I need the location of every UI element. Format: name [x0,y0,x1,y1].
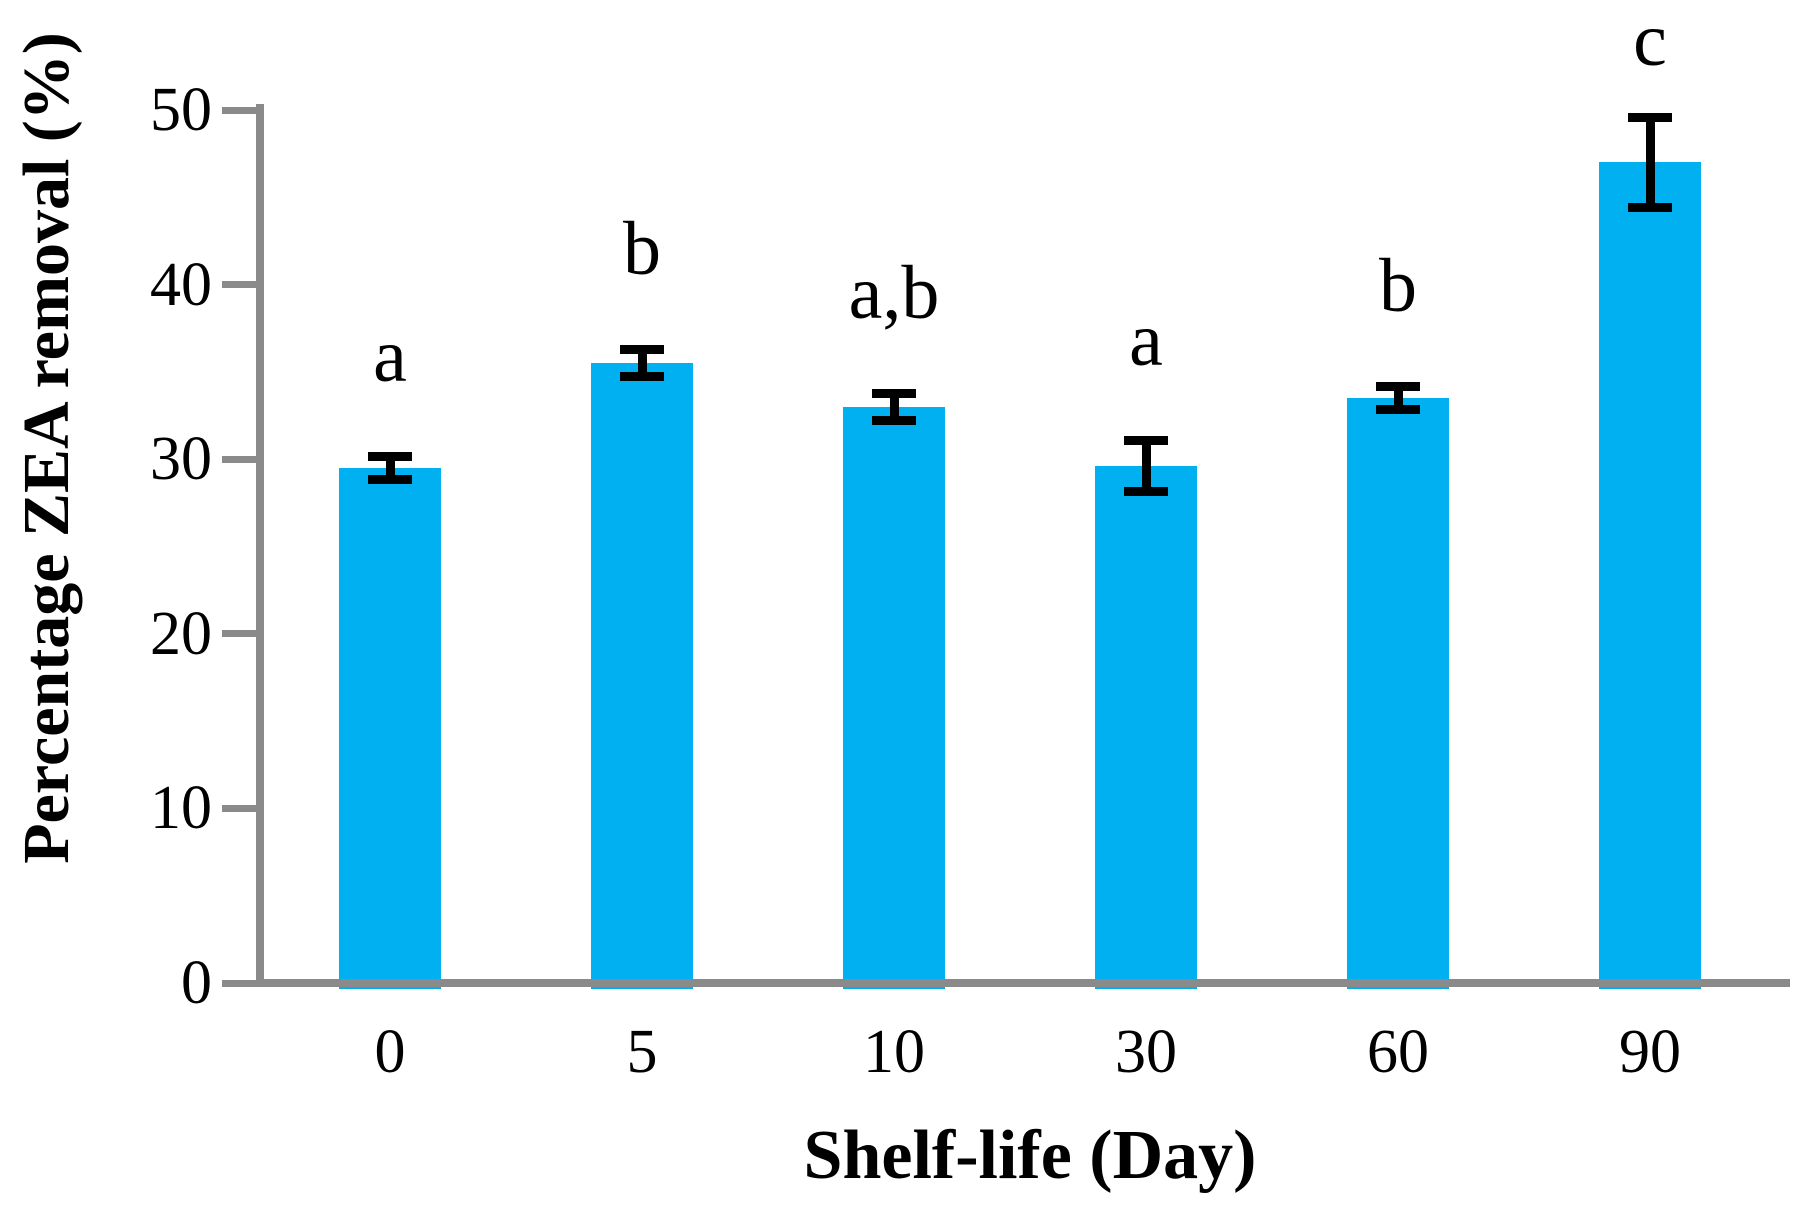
y-tick [222,979,264,987]
error-bar-cap-bottom [368,475,412,485]
bar-day-5 [591,363,693,989]
error-bar-cap-top [1124,435,1168,445]
error-bar-cap-top [872,388,916,398]
sig-letter: c [1633,0,1667,82]
error-bar-line [1393,385,1403,411]
bar-day-30 [1095,466,1197,989]
y-tick [222,804,264,812]
sig-letter: a,b [848,250,940,335]
error-bar-cap-top [1376,381,1420,391]
error-bar-line [385,455,395,481]
y-tick-label: 0 [181,949,212,1017]
x-tick-label: 0 [374,1018,406,1086]
error-bar-cap-bottom [1628,202,1672,212]
error-bar-line [889,392,899,421]
y-tick [222,455,264,463]
error-bar-cap-bottom [1124,487,1168,497]
sig-letter: a [1129,297,1163,382]
x-tick-label: 10 [863,1018,925,1086]
y-tick [222,106,264,114]
y-tick-label: 10 [150,774,212,843]
error-bar-line [1141,439,1151,493]
bar-day-60 [1347,398,1449,989]
sig-letter: b [623,207,661,292]
error-bar-line [1645,116,1655,208]
error-bar-cap-top [620,345,664,355]
y-tick-label: 40 [150,250,212,319]
y-tick [222,281,264,289]
x-axis-line [256,979,1790,987]
x-axis-title: Shelf-life (Day) [803,1117,1257,1194]
bar-day-0 [339,467,441,989]
bar-day-10 [843,406,945,989]
bar-day-90 [1599,162,1701,989]
error-bar-line [637,349,647,378]
error-bar-cap-bottom [872,415,916,425]
error-bar-cap-bottom [1376,405,1420,415]
y-axis-line [256,104,264,987]
error-bar-cap-top [368,451,412,461]
y-tick-label: 50 [150,76,212,144]
error-bar-cap-top [1628,112,1672,122]
x-tick-label: 90 [1619,1018,1681,1086]
y-tick-label: 20 [150,599,212,668]
x-tick-label: 60 [1367,1018,1429,1086]
error-bar-cap-bottom [620,372,664,382]
y-tick-label: 30 [150,425,212,494]
y-tick [222,630,264,638]
sig-letter: b [1379,243,1417,328]
x-tick-label: 5 [626,1018,658,1086]
sig-letter: a [373,313,407,398]
x-tick-label: 30 [1115,1018,1177,1086]
